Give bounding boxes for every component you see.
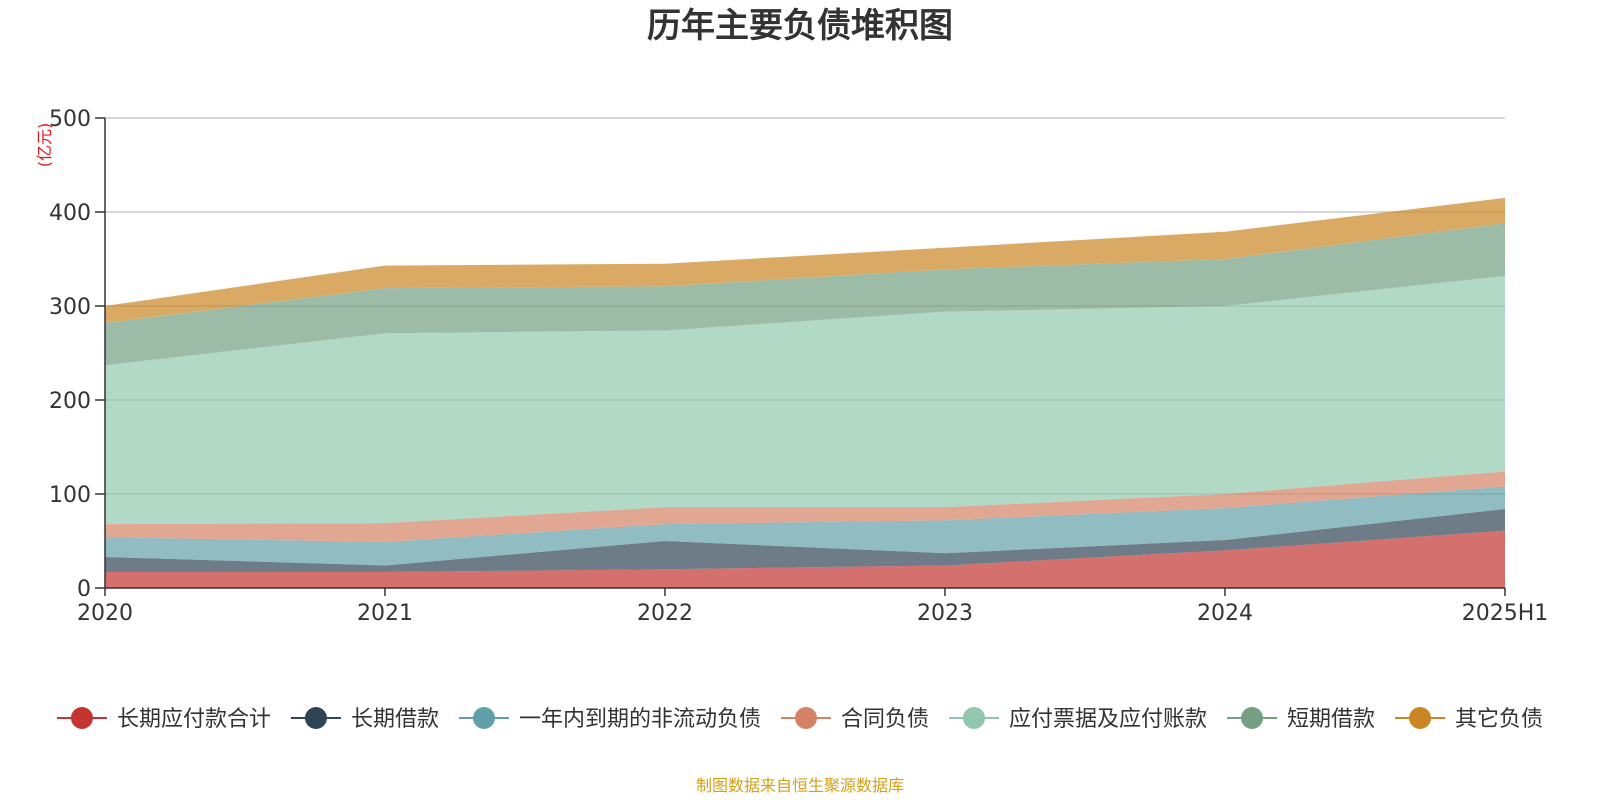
area-series-4 [105,471,1505,542]
legend-marker [794,707,817,729]
legend-label: 长期应付款合计 [117,707,271,732]
legend-item-2[interactable]: 长期借款 [290,707,439,732]
legend-label: 应付票据及应付账款 [1009,707,1207,732]
axes: 0 100 200 300 400 500 2020 2021 2022 2023 2024 2025… [49,107,1548,626]
x-tick-label-2025H1: 2025H1 [1462,601,1549,626]
area-series-1 [105,530,1505,588]
y-tick-label-500: 500 [49,107,91,132]
area-series-2 [105,509,1505,573]
source-note: 制图数据来自恒生聚源数据库 [696,776,904,795]
legend-item-4[interactable]: 合同负债 [780,707,929,732]
area-series-5 [105,275,1505,525]
legend-item-7[interactable]: 其它负债 [1395,707,1543,732]
legend-item-3[interactable]: 一年内到期的非流动负债 [458,707,761,732]
y-tick-label-200: 200 [49,389,91,414]
legend-item-1[interactable]: 长期应付款合计 [56,707,271,732]
area-series-6 [105,223,1505,366]
legend-marker [1409,707,1432,729]
legend-label: 合同负债 [841,707,929,732]
legend-label: 其它负债 [1455,707,1543,732]
legend-label: 短期借款 [1287,707,1375,732]
y-tick-label-300: 300 [49,295,91,320]
y-tick-label-100: 100 [49,483,91,508]
y-tick-label-0: 0 [77,577,91,602]
legend-marker [70,707,93,729]
y-tick-label-400: 400 [49,201,91,226]
x-tick-label-2020: 2020 [77,601,133,626]
legend-label: 长期借款 [351,707,439,732]
area-series [105,197,1505,588]
x-tick-label-2023: 2023 [917,601,973,626]
area-series-7 [105,197,1505,323]
legend-item-6[interactable]: 短期借款 [1227,707,1375,732]
x-tick-label-2021: 2021 [357,601,413,626]
area-series-3 [105,486,1505,566]
legend-label: 一年内到期的非流动负债 [519,707,761,732]
legend-marker [1241,707,1264,729]
chart-title: 历年主要负债堆积图 [647,6,953,46]
legend: 长期应付款合计 长期借款 一年内到期的非流动负债 合同负债 应付票据及应付账款 短期借款 其… [56,707,1543,732]
legend-item-5[interactable]: 应付票据及应付账款 [949,707,1207,732]
legend-marker [472,707,495,729]
x-tick-label-2022: 2022 [637,601,693,626]
x-tick-label-2024: 2024 [1197,601,1253,626]
legend-marker [304,707,327,729]
y-unit-label: (亿元) [35,123,54,168]
legend-marker [963,707,986,729]
